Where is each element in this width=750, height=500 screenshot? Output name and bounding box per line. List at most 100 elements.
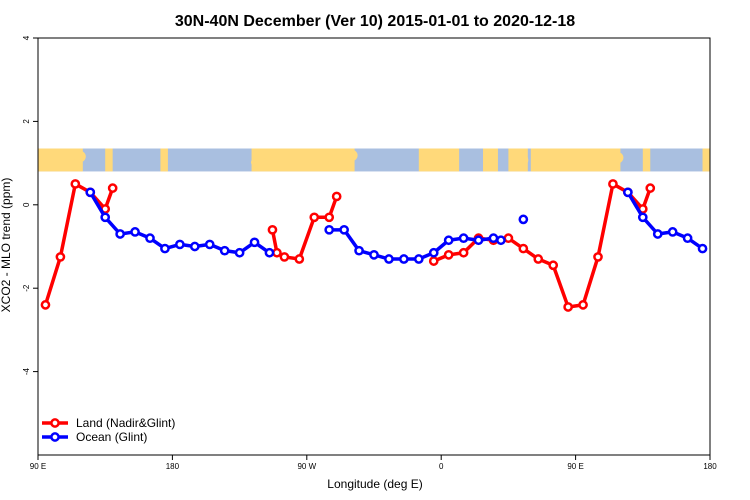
data-point [160,243,170,254]
x-tick-label: 180 [166,462,180,471]
y-tick-label: 0 [22,202,31,207]
data-point [145,233,155,244]
data-point [130,227,140,237]
data-point [354,245,364,256]
data-point [369,249,379,260]
data-point [488,233,499,244]
data-point [496,235,506,246]
data-point [384,254,394,264]
map-land [611,151,624,164]
data-point [294,254,305,264]
data-point [473,235,484,246]
y-tick-label: -2 [22,284,31,292]
legend-marker [50,418,60,428]
data-point [40,300,51,310]
data-point [682,233,693,244]
map-land [530,148,621,172]
data-point [413,254,424,264]
data-point [70,179,81,189]
data-point [85,187,96,198]
data-point [645,183,656,193]
map-land [483,148,498,172]
data-point [443,249,454,260]
legend: Land (Nadir&Glint)Ocean (Glint) [42,416,175,444]
data-point [272,247,282,258]
plot-frame [37,37,711,456]
data-point [399,254,409,264]
x-tick-label: 90 E [30,462,46,471]
data-point [458,247,469,258]
data-point [518,214,529,225]
legend-label: Ocean (Glint) [76,430,147,444]
map-land [642,148,651,172]
data-point [331,191,342,202]
data-point [458,233,469,244]
data-point [175,239,185,250]
data-point [189,241,200,252]
series-layer [40,179,708,312]
data-point [428,256,439,266]
data-point [309,212,320,223]
data-point [428,247,439,258]
data-point [637,212,648,223]
series-line [43,182,115,306]
data-point [533,254,544,264]
map-land [105,148,113,172]
y-tick-label: 2 [22,119,31,124]
data-point [234,247,245,258]
data-point [264,247,275,258]
data-point [279,252,290,262]
map-land [73,150,86,163]
data-point [115,229,125,239]
data-point [267,224,278,235]
data-point [107,183,118,193]
series-land [40,179,656,312]
data-point [563,302,573,312]
y-axis-label: XCO2 - MLO trend (ppm) [0,178,13,313]
x-tick-label: 0 [439,462,444,471]
data-point [204,239,215,250]
data-point [608,179,618,189]
series-ocean [85,187,708,264]
legend-label: Land (Nadir&Glint) [76,416,175,430]
data-point [100,212,111,223]
data-point [443,235,454,246]
map-land [251,156,268,168]
data-point [548,260,559,271]
x-tick-label: 90 W [297,462,316,471]
data-point [324,224,335,235]
series-line [329,228,502,261]
legend-marker [50,432,60,442]
data-point [652,229,663,239]
data-point [593,252,603,262]
y-tick-label: -4 [22,367,31,375]
data-point [623,187,633,198]
data-point [219,245,230,256]
map-land [508,148,528,172]
land-map-band [38,148,710,172]
map-land [702,148,710,172]
map-land [38,148,83,172]
data-point [339,224,349,235]
y-tick-label: 4 [22,35,31,40]
data-point [55,252,66,262]
data-point [249,237,260,248]
x-tick-label: 180 [703,462,717,471]
map-land [160,148,168,172]
data-point [578,300,588,310]
map-land [518,154,529,166]
x-tick-label: 90 E [567,462,583,471]
map-land [251,148,355,172]
x-axis-label: Longitude (deg E) [327,477,422,491]
series-line [433,182,652,309]
map-land [345,149,358,162]
data-point [667,227,678,237]
chart-title: 30N-40N December (Ver 10) 2015-01-01 to … [175,13,575,30]
data-point [503,233,514,244]
data-point [697,243,708,254]
data-point [518,243,529,254]
axes: 90 E 180 90 W 0 90 E 180 4 2 0 -2 -4 [22,35,717,471]
map-land [421,157,432,170]
data-point [324,212,335,223]
